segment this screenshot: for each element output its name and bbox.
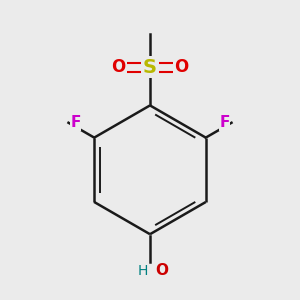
Text: S: S	[143, 58, 157, 77]
Text: H: H	[138, 263, 148, 278]
Text: O: O	[112, 58, 126, 76]
Text: F: F	[70, 115, 80, 130]
Text: O: O	[155, 263, 168, 278]
Text: F: F	[220, 115, 230, 130]
Text: O: O	[174, 58, 188, 76]
